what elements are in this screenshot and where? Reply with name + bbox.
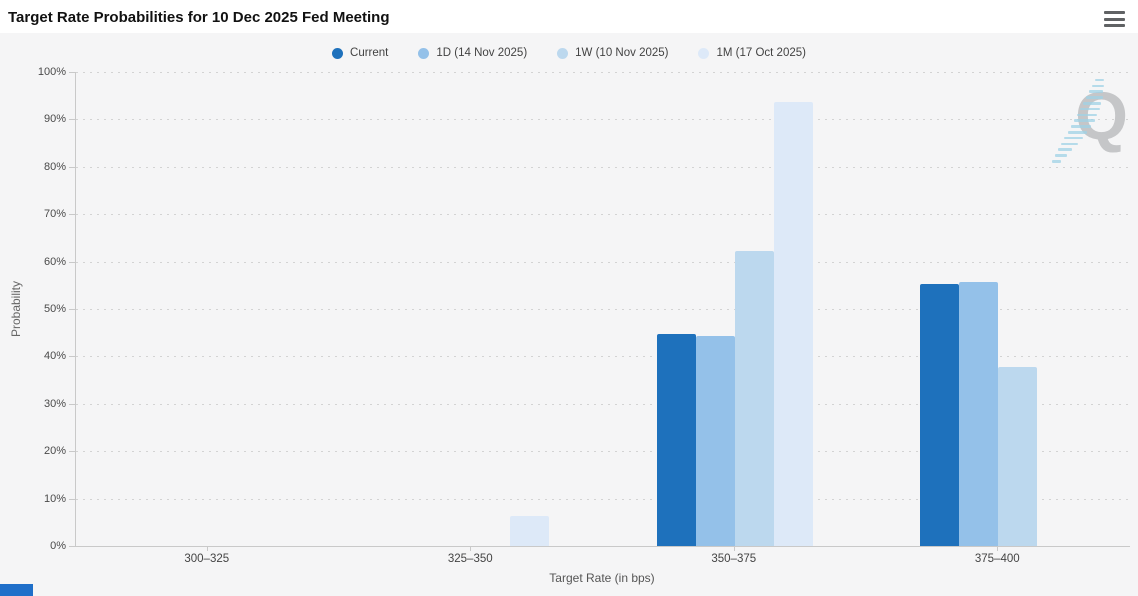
watermark-stripe — [1067, 131, 1088, 134]
legend-item-label: 1D (14 Nov 2025) — [436, 47, 528, 59]
x-axis-title: Target Rate (in bps) — [549, 571, 655, 585]
bar-350-375-series-2[interactable] — [695, 336, 735, 546]
y-tick-label: 60% — [43, 255, 66, 268]
x-tick-label: 300–325 — [184, 553, 230, 565]
watermark-stripe — [1095, 78, 1105, 82]
y-tick-label: 30% — [43, 397, 66, 410]
x-tick-label: 375–400 — [974, 553, 1020, 565]
bar-350-375-series-1[interactable] — [656, 334, 696, 546]
gridline — [76, 451, 1130, 453]
x-tick-label: 350–375 — [711, 553, 757, 565]
hamburger-icon — [1104, 11, 1125, 14]
bar-375-400-series-1[interactable] — [920, 283, 960, 546]
chart-title: Target Rate Probabilities for 10 Dec 202… — [8, 9, 390, 26]
watermark-stripe — [1089, 90, 1104, 93]
quikstrike-watermark-logo: Q — [1050, 74, 1132, 168]
x-tick-mark — [470, 547, 472, 551]
y-tick-mark — [69, 166, 75, 168]
bar-350-375-series-4[interactable] — [773, 101, 813, 546]
gridline — [76, 309, 1130, 310]
watermark-stripe — [1083, 102, 1102, 105]
y-tick-mark — [69, 72, 75, 73]
legend-item-label: 1W (10 Nov 2025) — [575, 47, 669, 59]
legend-dot-icon — [698, 47, 710, 59]
gridline — [76, 214, 1130, 216]
y-tick-mark — [69, 309, 75, 310]
watermark-stripe — [1052, 160, 1061, 163]
y-tick-mark — [69, 261, 75, 263]
watermark-stripe — [1064, 136, 1083, 140]
legend-dot-icon — [332, 47, 344, 59]
watermark-stripe — [1079, 107, 1100, 111]
hamburger-icon — [1104, 24, 1125, 27]
x-tick-label: 325–350 — [447, 553, 493, 565]
legend-dot-icon — [418, 47, 430, 59]
chart-context-menu-button[interactable] — [1104, 11, 1125, 27]
y-tick-label: 90% — [43, 113, 66, 126]
gridline — [76, 356, 1130, 358]
partial-blue-element — [0, 584, 33, 596]
x-tick-mark — [206, 547, 208, 551]
y-tick-mark — [69, 356, 75, 358]
legend-item-1m[interactable]: 1M (17 Oct 2025) — [698, 47, 806, 59]
title-bar: Target Rate Probabilities for 10 Dec 202… — [0, 0, 1138, 33]
watermark-stripe — [1061, 142, 1078, 146]
legend-item-1w[interactable]: 1W (10 Nov 2025) — [557, 47, 668, 59]
gridline — [76, 498, 1130, 500]
watermark-stripe — [1086, 96, 1103, 99]
legend-item-1d[interactable]: 1D (14 Nov 2025) — [418, 47, 527, 59]
y-tick-label: 20% — [43, 445, 66, 458]
watermark-stripe — [1092, 84, 1104, 88]
gridline — [76, 261, 1130, 263]
legend: Current 1D (14 Nov 2025) 1W (10 Nov 2025) 1… — [0, 47, 1138, 59]
y-tick-mark — [69, 498, 75, 500]
watermark-stripe — [1070, 125, 1092, 128]
watermark-stripe — [1076, 113, 1098, 117]
y-tick-label: 50% — [43, 303, 66, 315]
hamburger-icon — [1104, 17, 1125, 21]
watermark-stripe — [1073, 119, 1095, 122]
gridline — [76, 119, 1130, 121]
plot-area — [75, 72, 1130, 547]
legend-dot-icon — [557, 47, 569, 59]
y-tick-label: 70% — [43, 208, 66, 221]
gridline — [76, 166, 1130, 168]
y-tick-label: 80% — [43, 160, 66, 173]
bar-350-375-series-3[interactable] — [734, 250, 774, 546]
bar-375-400-series-2[interactable] — [959, 281, 999, 546]
x-tick-mark — [733, 547, 735, 551]
y-tick-label: 0% — [50, 540, 66, 552]
x-tick-mark — [997, 547, 999, 551]
y-tick-label: 40% — [43, 350, 66, 363]
legend-item-label: Current — [350, 47, 389, 59]
y-tick-mark — [69, 119, 75, 121]
gridline — [76, 403, 1130, 405]
watermark-stripe — [1058, 148, 1073, 151]
bar-325-350-series-4[interactable] — [510, 516, 550, 546]
watermark-stripe — [1055, 154, 1067, 157]
legend-item-label: 1M (17 Oct 2025) — [716, 47, 806, 59]
y-tick-mark — [69, 214, 75, 216]
y-tick-label: 100% — [37, 66, 66, 78]
gridline — [76, 72, 1130, 73]
y-tick-label: 10% — [43, 492, 66, 505]
bar-375-400-series-3[interactable] — [998, 367, 1038, 546]
y-tick-mark — [69, 403, 75, 405]
y-tick-mark — [69, 451, 75, 453]
legend-item-current[interactable]: Current — [332, 47, 388, 59]
y-tick-mark — [69, 546, 75, 547]
